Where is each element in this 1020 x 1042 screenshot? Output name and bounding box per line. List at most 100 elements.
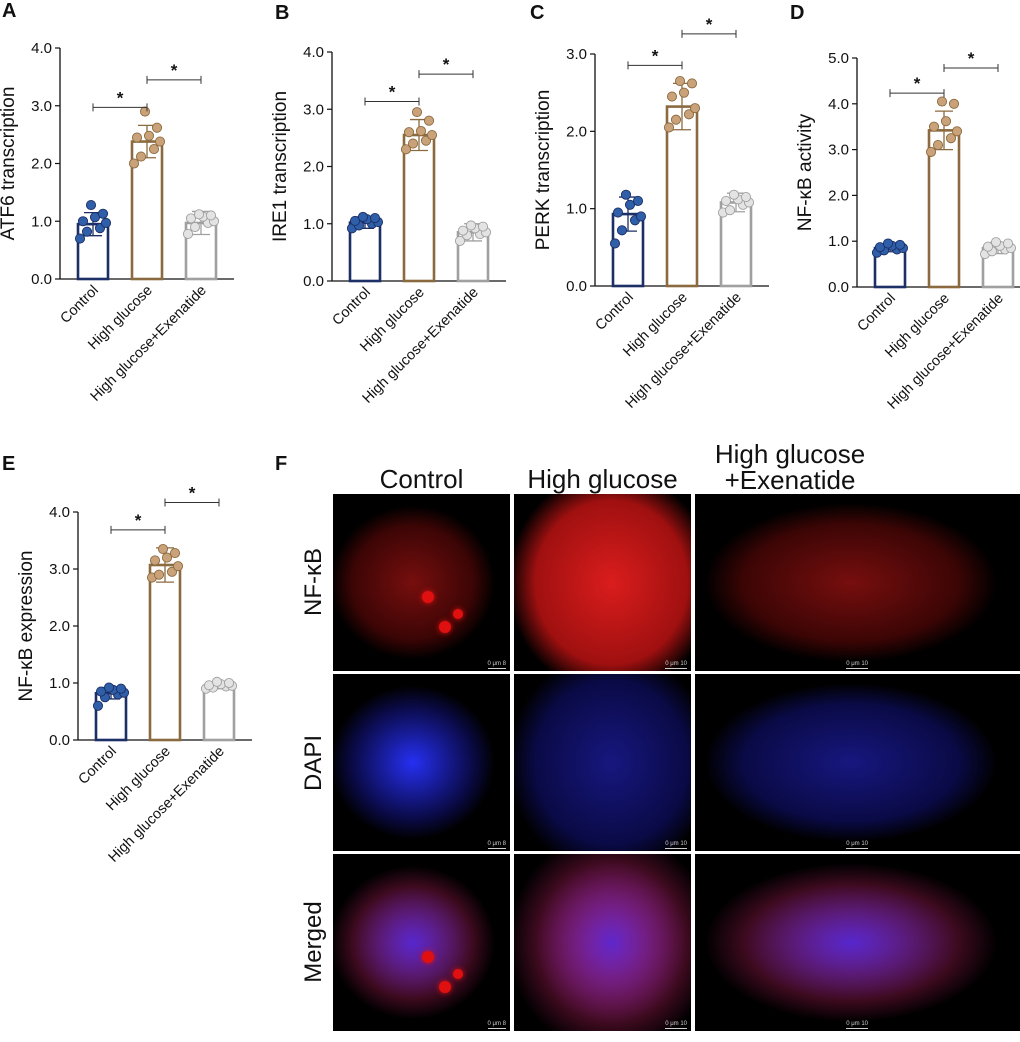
data-point: [624, 199, 636, 210]
data-point: [616, 225, 628, 236]
data-point: [678, 87, 690, 98]
y-tick-label: 2.0: [566, 123, 587, 140]
scale-bar: 0 μm 8: [487, 1021, 506, 1029]
data-point: [670, 114, 682, 125]
scale-bar: 0 μm 10: [846, 841, 868, 849]
bar-high-glucose: [402, 133, 436, 283]
panel-label-b: B: [275, 2, 290, 24]
scale-bar-line: [846, 848, 868, 849]
data-point: [948, 98, 960, 109]
data-point: [720, 195, 732, 206]
row-header-merged: Merged: [300, 901, 327, 983]
significance-star: *: [443, 55, 450, 74]
data-point: [81, 226, 93, 237]
panel-label-e: E: [2, 453, 16, 475]
y-tick-label: 4.0: [303, 44, 324, 61]
data-point: [454, 235, 466, 246]
significance-star: *: [117, 88, 124, 107]
panel-label-a: A: [2, 0, 17, 22]
scale-bar-label: 0 μm 10: [846, 841, 868, 847]
data-point: [724, 205, 736, 216]
data-point: [143, 130, 155, 141]
data-point: [940, 116, 952, 127]
data-point: [740, 192, 752, 203]
y-tick-label: 3.0: [303, 101, 324, 118]
data-point: [153, 569, 165, 580]
y-axis-label: NF-κB expression: [16, 551, 37, 702]
bar-control: [94, 691, 128, 742]
y-tick-label: 4.0: [31, 40, 52, 57]
panel-label-f: F: [275, 453, 288, 475]
data-point: [151, 122, 163, 133]
scale-bar-label: 0 μm 8: [487, 1021, 506, 1027]
data-point: [457, 225, 469, 236]
scale-bar-line: [665, 668, 687, 669]
y-tick-label: 0.0: [31, 271, 52, 288]
y-tick-label: 1.0: [566, 201, 587, 218]
data-point: [400, 144, 412, 155]
data-point: [189, 221, 201, 233]
stain-spot: [453, 969, 464, 980]
data-point: [894, 239, 906, 250]
data-point: [357, 211, 369, 222]
micrograph-merged-high-glucose: 0 μm 10: [514, 854, 691, 1031]
data-point: [77, 216, 89, 227]
x-tick-label: Control: [75, 744, 119, 788]
data-point: [411, 107, 423, 118]
data-point: [609, 238, 621, 249]
micrograph-dapi-exenatide: 0 μm 10: [695, 674, 1020, 851]
stain-spot: [421, 951, 434, 964]
stain-spot: [453, 609, 464, 620]
chart-nfkb-expression: 0.0 1.0 2.0 3.0 4.0 NF-κB expression * * Control…: [16, 484, 252, 866]
data-point: [666, 91, 678, 102]
data-point: [1002, 238, 1014, 249]
scale-bar-line: [665, 848, 687, 849]
scale-bar-line: [487, 1028, 506, 1029]
y-tick-label: 1.0: [828, 233, 849, 250]
y-tick-label: 3.0: [566, 46, 587, 63]
chart-atf6: 0.0 1.0 2.0 3.0 4.0 ATF6 transcription * * Contr…: [0, 40, 234, 405]
data-point: [663, 122, 675, 133]
panel-label-c: C: [530, 2, 545, 24]
y-tick-label: 4.0: [49, 504, 70, 521]
data-point: [951, 126, 963, 137]
y-tick-label: 3.0: [49, 561, 70, 578]
data-point: [674, 76, 686, 87]
scale-bar: 0 μm 8: [487, 661, 506, 669]
y-tick-label: 0.0: [303, 273, 324, 290]
y-tick-label: 2.0: [303, 159, 324, 176]
column-header-high-glucose: High glucose: [527, 464, 678, 494]
data-point: [689, 103, 701, 114]
scale-bar: 0 μm 10: [846, 1021, 868, 1029]
chart-ire1: 0.0 1.0 2.0 3.0 4.0 IRE1 transcription * * Contr…: [270, 44, 506, 407]
scale-bar: 0 μm 10: [846, 661, 868, 669]
significance-star: *: [706, 15, 713, 34]
significance-star: *: [389, 83, 396, 102]
scale-bar-line: [846, 1028, 868, 1029]
bar-high-glucose-exenatide: [202, 684, 236, 742]
data-point: [925, 146, 937, 157]
data-point: [139, 106, 151, 117]
y-axis-label: ATF6 transcription: [0, 87, 19, 241]
micrograph-merged-exenatide: 0 μm 10: [695, 854, 1020, 1031]
scale-bar: 0 μm 10: [665, 661, 687, 669]
micrograph-nfkb-control: 0 μm 8: [333, 494, 510, 671]
data-point: [85, 200, 97, 211]
bar-high-glucose: [927, 129, 961, 289]
data-point: [128, 158, 140, 169]
scale-bar-line: [846, 668, 868, 669]
chart-nfkb-activity: 0.0 1.0 2.0 3.0 4.0 5.0 NF-κB activity * * Contro…: [795, 49, 1020, 413]
data-point: [683, 109, 695, 120]
scale-bar-label: 0 μm 10: [846, 1021, 868, 1027]
data-point: [477, 221, 489, 232]
micrograph-merged-control: 0 μm 8: [333, 854, 510, 1031]
data-point: [97, 208, 109, 219]
y-axis-label: PERK transcription: [533, 90, 554, 251]
y-tick-label: 5.0: [828, 50, 849, 67]
y-tick-label: 1.0: [49, 675, 70, 692]
bar-high-glucose: [148, 563, 182, 742]
y-tick-label: 2.0: [31, 156, 52, 173]
y-tick-label: 1.0: [303, 216, 324, 233]
micrograph-dapi-control: 0 μm 8: [333, 674, 510, 851]
